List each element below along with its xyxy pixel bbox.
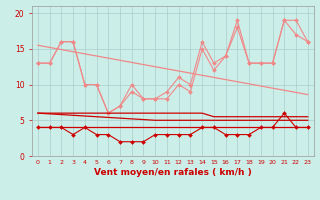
X-axis label: Vent moyen/en rafales ( km/h ): Vent moyen/en rafales ( km/h ) — [94, 168, 252, 177]
